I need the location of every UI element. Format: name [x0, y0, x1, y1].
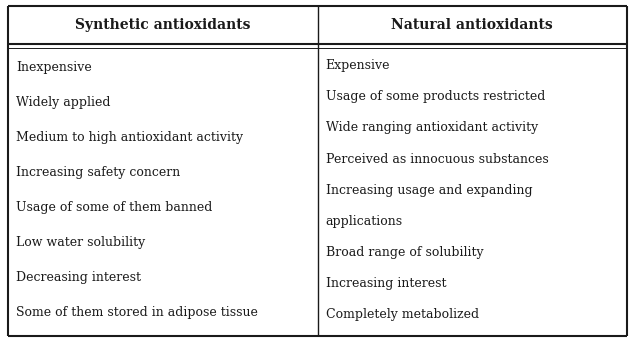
- Text: applications: applications: [326, 215, 403, 228]
- Text: Low water solubility: Low water solubility: [16, 236, 145, 249]
- Text: Natural antioxidants: Natural antioxidants: [391, 18, 553, 32]
- Text: Widely applied: Widely applied: [16, 96, 110, 109]
- Text: Increasing usage and expanding: Increasing usage and expanding: [326, 184, 532, 197]
- Text: Wide ranging antioxidant activity: Wide ranging antioxidant activity: [326, 121, 538, 134]
- Text: Inexpensive: Inexpensive: [16, 61, 91, 74]
- Text: Decreasing interest: Decreasing interest: [16, 271, 141, 284]
- Text: Completely metabolized: Completely metabolized: [326, 308, 479, 321]
- Text: Increasing interest: Increasing interest: [326, 277, 446, 290]
- Text: Usage of some of them banned: Usage of some of them banned: [16, 201, 212, 214]
- Text: Perceived as innocuous substances: Perceived as innocuous substances: [326, 153, 548, 166]
- Text: Broad range of solubility: Broad range of solubility: [326, 246, 483, 259]
- Text: Synthetic antioxidants: Synthetic antioxidants: [75, 18, 250, 32]
- Text: Medium to high antioxidant activity: Medium to high antioxidant activity: [16, 131, 243, 144]
- Text: Increasing safety concern: Increasing safety concern: [16, 166, 180, 179]
- Text: Usage of some products restricted: Usage of some products restricted: [326, 90, 545, 103]
- Text: Expensive: Expensive: [326, 59, 390, 72]
- Text: Some of them stored in adipose tissue: Some of them stored in adipose tissue: [16, 306, 258, 319]
